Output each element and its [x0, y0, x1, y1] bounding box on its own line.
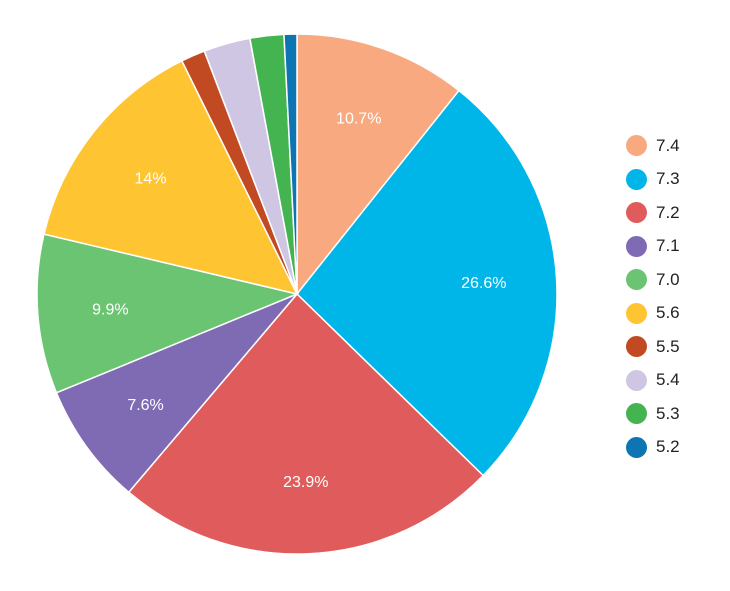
- legend-label: 5.5: [656, 336, 680, 356]
- pie-slice-5-2[interactable]: [283, 33, 298, 295]
- legend-label: 7.4: [656, 135, 680, 155]
- legend-label: 5.2: [656, 437, 680, 457]
- legend-item[interactable]: 7.2: [626, 196, 680, 230]
- legend-swatch-icon: [626, 235, 647, 257]
- pie-slice-7-4[interactable]: [296, 33, 460, 297]
- slice-label: 9.9%: [92, 302, 128, 319]
- legend-swatch-icon: [626, 302, 647, 324]
- legend-label: 5.4: [656, 370, 680, 390]
- slice-label: 7.6%: [127, 397, 163, 414]
- legend-item[interactable]: 5.6: [626, 297, 680, 331]
- legend-item[interactable]: 5.4: [626, 364, 680, 398]
- legend-label: 7.2: [656, 202, 680, 222]
- legend-swatch-icon: [626, 403, 647, 425]
- legend-label: 7.0: [656, 269, 680, 289]
- legend-swatch-icon: [626, 135, 647, 157]
- legend-item[interactable]: 5.5: [626, 330, 680, 364]
- pie-slice-7-0[interactable]: [36, 233, 300, 394]
- legend-swatch-icon: [626, 436, 647, 458]
- slice-label: 10.7%: [336, 110, 381, 127]
- legend-item[interactable]: 7.3: [626, 163, 680, 197]
- legend-swatch-icon: [626, 269, 647, 291]
- legend-label: 5.3: [656, 403, 680, 423]
- legend-label: 7.1: [656, 236, 680, 256]
- legend-label: 5.6: [656, 303, 680, 323]
- pie-chart: 10.7% 26.6% 23.9% 7.6% 9.9% 14%: [36, 33, 558, 555]
- legend-item[interactable]: 5.3: [626, 397, 680, 431]
- legend-swatch-icon: [626, 168, 647, 190]
- slice-label: 14%: [135, 170, 167, 187]
- legend-swatch-icon: [626, 369, 647, 391]
- legend: 7.4 7.3 7.2 7.1 7.0 5.6 5.5 5.4 5.3 5.2: [626, 129, 680, 464]
- legend-item[interactable]: 7.4: [626, 129, 680, 163]
- slice-label: 23.9%: [283, 474, 328, 491]
- legend-swatch-icon: [626, 336, 647, 358]
- legend-item[interactable]: 7.1: [626, 230, 680, 264]
- slice-label: 26.6%: [461, 275, 506, 292]
- pie-slice-7-3[interactable]: [295, 89, 558, 477]
- legend-swatch-icon: [626, 202, 647, 224]
- legend-item[interactable]: 7.0: [626, 263, 680, 297]
- legend-label: 7.3: [656, 169, 680, 189]
- pie-slice-5-6[interactable]: [43, 59, 299, 296]
- pie-slice-7-2[interactable]: [127, 292, 485, 555]
- pie-slice-7-1[interactable]: [55, 293, 298, 494]
- legend-item[interactable]: 5.2: [626, 431, 680, 465]
